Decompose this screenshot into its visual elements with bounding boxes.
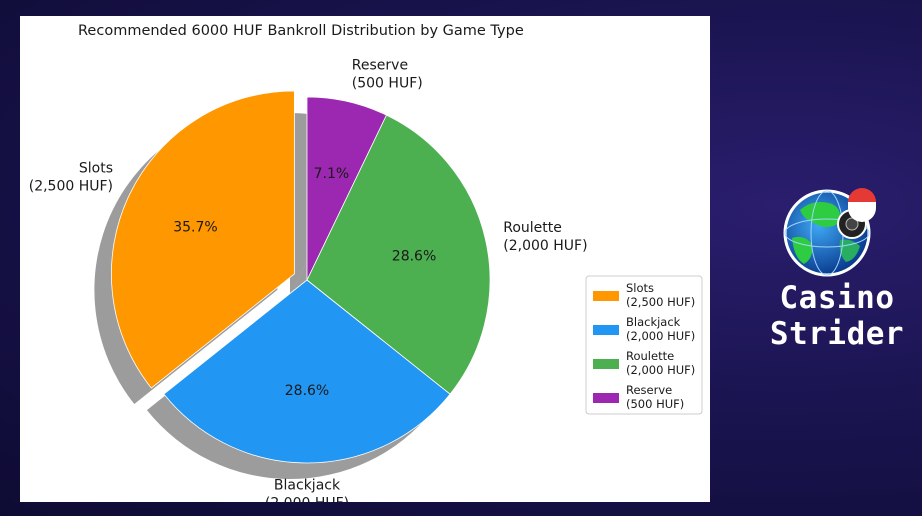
brand-block: Casino Strider <box>752 180 922 380</box>
slices-group <box>110 90 491 464</box>
legend-swatch-roulette <box>593 359 619 369</box>
brand-line-1: Casino <box>779 280 895 316</box>
legend-frame <box>585 275 703 415</box>
percent-label-blackjack: 28.6% <box>285 383 329 399</box>
brand-name: Casino Strider <box>752 280 922 352</box>
slice-label-blackjack: Blackjack(2,000 HUF) <box>265 477 349 502</box>
labels-group: 35.7% Slots(2,500 HUF) 28.6% Blackjack(2,00… <box>29 58 588 502</box>
pie-slice-blackjack <box>163 279 451 464</box>
slice-label-roulette: Roulette (2,000 HUF) <box>503 220 587 254</box>
globe-with-flag-icon <box>783 188 876 277</box>
legend-swatch-reserve <box>593 393 619 403</box>
percent-label-reserve: 7.1% <box>314 166 350 182</box>
brand-line-2: Strider <box>769 316 905 352</box>
legend: Slots (2,500 HUF) Blackjack (2,000 HUF) Roul… <box>585 275 703 415</box>
slice-label-slots: Slots (2,500 HUF) <box>29 161 113 195</box>
pie-slice-roulette <box>306 114 491 395</box>
percent-label-roulette: 28.6% <box>392 249 436 265</box>
pie-chart: Recommended 6000 HUF Bankroll Distributi… <box>29 23 703 502</box>
legend-label-roulette: Roulette (2,000 HUF) <box>626 349 695 377</box>
slice-label-reserve: Reserve (500 HUF) <box>352 58 423 92</box>
legend-swatch-blackjack <box>593 325 619 335</box>
percent-label-slots: 35.7% <box>173 219 217 235</box>
chart-title: Recommended 6000 HUF Bankroll Distributi… <box>78 23 524 39</box>
pie-slice-slots <box>110 90 295 389</box>
legend-label-reserve: Reserve (500 HUF) <box>626 383 684 411</box>
legend-label-blackjack: Blackjack (2,000 HUF) <box>626 315 695 343</box>
pie-slice-reserve <box>306 96 387 281</box>
legend-label-slots: Slots (2,500 HUF) <box>626 281 695 309</box>
legend-swatch-slots <box>593 291 619 301</box>
chart-panel: Recommended 6000 HUF Bankroll Distributi… <box>20 16 710 502</box>
